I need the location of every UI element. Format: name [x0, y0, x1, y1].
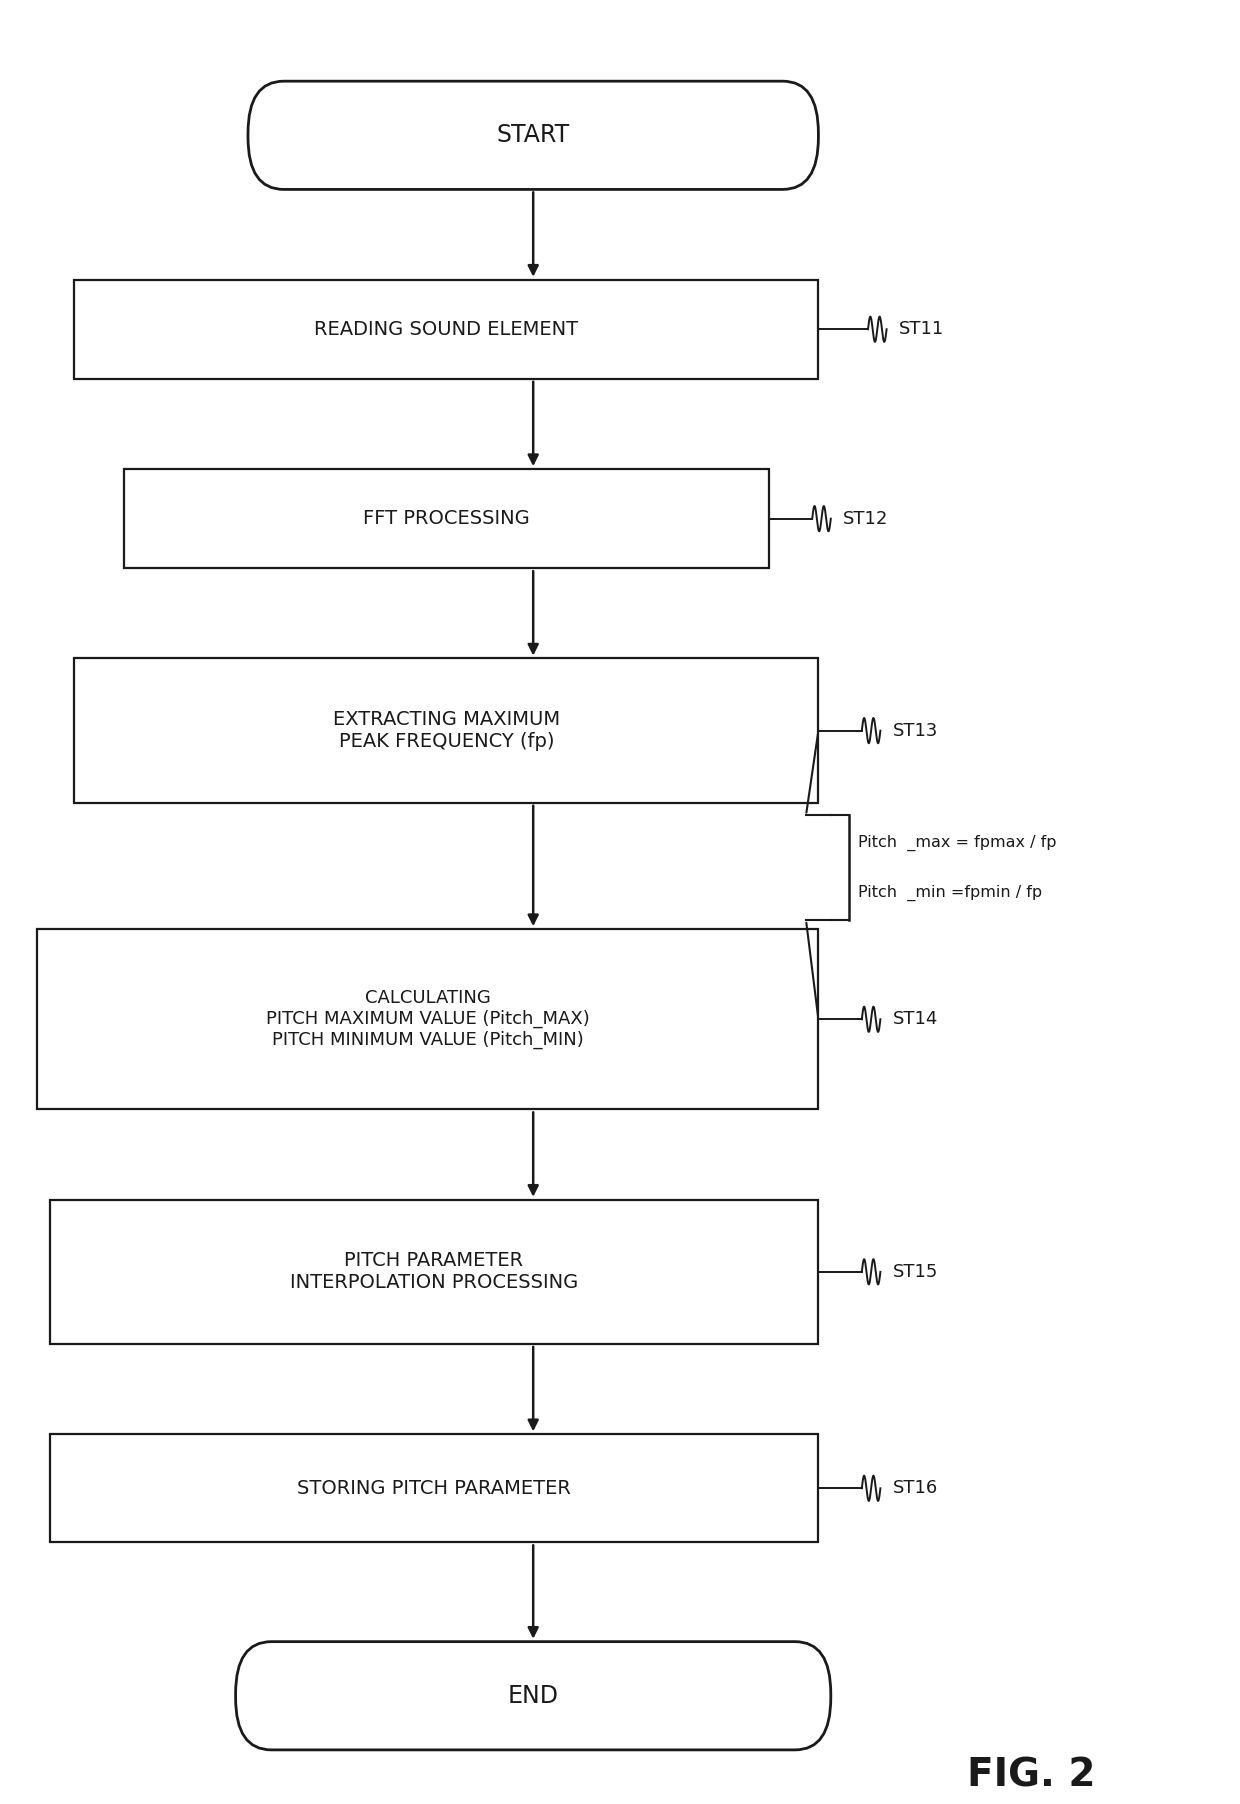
Text: READING SOUND ELEMENT: READING SOUND ELEMENT: [314, 319, 579, 339]
Text: ST15: ST15: [893, 1263, 939, 1281]
Text: FFT PROCESSING: FFT PROCESSING: [363, 509, 529, 529]
Text: ST13: ST13: [893, 722, 939, 740]
FancyBboxPatch shape: [248, 81, 818, 189]
Text: END: END: [507, 1683, 559, 1708]
Text: Pitch  _min =fpmin / fp: Pitch _min =fpmin / fp: [858, 886, 1042, 900]
Text: ST11: ST11: [899, 321, 944, 337]
Text: CALCULATING
PITCH MAXIMUM VALUE (Pitch_MAX)
PITCH MINIMUM VALUE (Pitch_MIN): CALCULATING PITCH MAXIMUM VALUE (Pitch_M…: [265, 989, 590, 1050]
Text: EXTRACTING MAXIMUM
PEAK FREQUENCY (fp): EXTRACTING MAXIMUM PEAK FREQUENCY (fp): [332, 711, 560, 750]
Text: ST14: ST14: [893, 1010, 939, 1028]
FancyBboxPatch shape: [236, 1642, 831, 1750]
FancyBboxPatch shape: [74, 280, 818, 379]
FancyBboxPatch shape: [50, 1434, 818, 1542]
Text: STORING PITCH PARAMETER: STORING PITCH PARAMETER: [298, 1479, 570, 1497]
FancyBboxPatch shape: [124, 469, 769, 568]
FancyBboxPatch shape: [37, 929, 818, 1109]
Text: ST12: ST12: [843, 511, 889, 527]
Text: Pitch  _max = fpmax / fp: Pitch _max = fpmax / fp: [858, 835, 1056, 850]
Text: PITCH PARAMETER
INTERPOLATION PROCESSING: PITCH PARAMETER INTERPOLATION PROCESSING: [290, 1252, 578, 1292]
Text: START: START: [496, 123, 570, 148]
Text: ST16: ST16: [893, 1479, 937, 1497]
Text: FIG. 2: FIG. 2: [967, 1757, 1096, 1795]
FancyBboxPatch shape: [74, 658, 818, 803]
FancyBboxPatch shape: [50, 1200, 818, 1344]
